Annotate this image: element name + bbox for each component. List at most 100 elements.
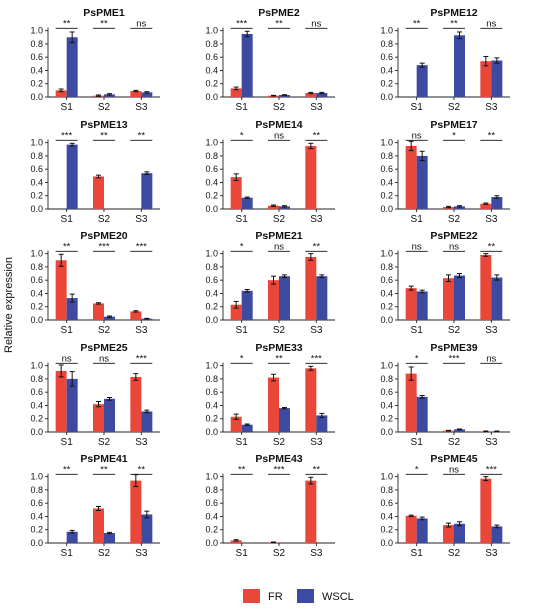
y-tick-label: 1.0 xyxy=(30,138,43,148)
y-tick-label: 0.2 xyxy=(205,525,218,535)
significance-label: ns xyxy=(412,130,422,141)
bar-fr xyxy=(130,311,142,320)
bar-fr xyxy=(405,288,417,320)
y-tick-label: 0.6 xyxy=(30,52,43,62)
panel-title: PsPME21 xyxy=(255,230,302,242)
bar-wscl xyxy=(416,518,428,543)
panel-pspme25: PsPME25 0.0 0.2 0.4 0.6 0.8 1.0 S1 ns S2 ns S3 *** xyxy=(30,342,160,448)
significance-label: * xyxy=(240,241,244,252)
bar-wscl xyxy=(316,93,328,97)
y-tick-label: 0.6 xyxy=(205,164,218,174)
panel-pspme2: PsPME2 0.0 0.2 0.4 0.6 0.8 1.0 S1 *** S2 ** S3 ns xyxy=(205,7,335,113)
bar-fr xyxy=(93,303,104,320)
significance-label: ns xyxy=(449,464,459,475)
bar-wscl xyxy=(416,65,428,97)
bar-fr xyxy=(443,278,454,320)
y-tick-label: 0.4 xyxy=(205,288,218,298)
y-tick-label: 0.0 xyxy=(30,204,43,214)
significance-label: *** xyxy=(61,130,72,141)
significance-label: *** xyxy=(273,464,284,475)
bar-wscl xyxy=(279,408,290,432)
y-tick-label: 0.6 xyxy=(380,498,393,508)
bar-fr xyxy=(230,177,242,209)
bar-fr xyxy=(305,368,317,432)
bar-wscl xyxy=(316,415,328,432)
y-tick-label: 0.8 xyxy=(205,151,218,161)
x-tick-label: S1 xyxy=(236,548,249,559)
panel-pspme14: PsPME14 0.0 0.2 0.4 0.6 0.8 1.0 S1 * S2 ns S3 ** xyxy=(205,119,335,225)
bar-fr xyxy=(230,304,242,320)
bar-fr xyxy=(93,508,104,543)
significance-label: ns xyxy=(486,18,496,29)
significance-label: * xyxy=(415,464,419,475)
y-tick-label: 0.4 xyxy=(380,400,393,410)
panel-title: PsPME25 xyxy=(80,342,127,354)
x-tick-label: S1 xyxy=(236,437,249,448)
bar-wscl xyxy=(416,396,428,432)
panel-pspme20: PsPME20 0.0 0.2 0.4 0.6 0.8 1.0 S1 ** S2 *** S3 *** xyxy=(30,230,160,336)
y-tick-label: 0.0 xyxy=(205,427,218,437)
y-tick-label: 0.2 xyxy=(380,191,393,201)
significance-label: ** xyxy=(313,464,321,475)
y-tick-label: 1.0 xyxy=(380,472,393,482)
bar-wscl xyxy=(416,155,428,209)
bar-wscl xyxy=(66,378,78,432)
panel-pspme41: PsPME41 0.0 0.2 0.4 0.6 0.8 1.0 S1 ** S2 ** S3 ** xyxy=(30,453,160,559)
y-tick-label: 0.6 xyxy=(380,275,393,285)
x-tick-label: S3 xyxy=(135,437,148,448)
x-tick-label: S1 xyxy=(236,214,249,225)
panel-title: PsPME39 xyxy=(430,342,477,354)
bar-fr xyxy=(480,61,492,97)
bar-fr xyxy=(93,176,104,209)
y-tick-label: 0.4 xyxy=(380,511,393,521)
bar-wscl xyxy=(454,523,465,543)
x-tick-label: S1 xyxy=(61,102,74,113)
bar-fr xyxy=(405,515,417,543)
y-tick-label: 0.2 xyxy=(205,414,218,424)
x-tick-label: S2 xyxy=(98,325,111,336)
y-tick-label: 0.2 xyxy=(380,79,393,89)
bar-wscl xyxy=(491,526,503,543)
bar-wscl xyxy=(279,276,290,320)
y-tick-label: 0.0 xyxy=(380,427,393,437)
significance-label: *** xyxy=(486,464,497,475)
x-tick-label: S1 xyxy=(61,548,74,559)
y-tick-label: 0.4 xyxy=(205,65,218,75)
legend-label-wscl: WSCL xyxy=(322,591,354,603)
significance-label: ** xyxy=(238,464,246,475)
y-tick-label: 0.2 xyxy=(205,79,218,89)
significance-label: ns xyxy=(274,130,284,141)
significance-label: ** xyxy=(100,464,108,475)
bar-fr xyxy=(405,373,417,432)
panel-title: PsPME33 xyxy=(255,342,302,354)
panel-pspme1: PsPME1 0.0 0.2 0.4 0.6 0.8 1.0 S1 ** S2 ** S3 ns xyxy=(30,7,160,113)
bar-fr xyxy=(93,404,104,432)
y-tick-label: 0.0 xyxy=(380,315,393,325)
y-tick-label: 1.0 xyxy=(205,26,218,36)
panel-pspme43: PsPME43 0.0 0.2 0.4 0.6 0.8 1.0 S1 ** S2 *** S3 ** xyxy=(205,453,335,559)
bar-wscl xyxy=(66,531,78,543)
y-tick-label: 0.8 xyxy=(380,374,393,384)
y-tick-label: 0.6 xyxy=(205,498,218,508)
significance-label: ** xyxy=(63,241,71,252)
panel-pspme33: PsPME33 0.0 0.2 0.4 0.6 0.8 1.0 S1 * S2 ** S3 *** xyxy=(205,342,335,448)
bar-fr xyxy=(230,416,242,432)
y-tick-label: 0.8 xyxy=(205,262,218,272)
y-tick-label: 0.6 xyxy=(30,275,43,285)
bar-wscl xyxy=(491,60,503,97)
x-tick-label: S1 xyxy=(61,214,74,225)
x-tick-label: S1 xyxy=(411,214,424,225)
panel-title: PsPME43 xyxy=(255,453,302,465)
x-tick-label: S2 xyxy=(98,437,111,448)
y-tick-label: 0.6 xyxy=(30,164,43,174)
significance-label: ns xyxy=(486,353,496,364)
bar-fr xyxy=(130,480,142,543)
y-tick-label: 0.2 xyxy=(30,414,43,424)
bar-fr xyxy=(480,203,492,209)
panel-title: PsPME2 xyxy=(258,7,300,19)
y-tick-label: 1.0 xyxy=(30,26,43,36)
bar-fr xyxy=(305,256,317,320)
y-tick-label: 0.0 xyxy=(30,315,43,325)
bar-fr xyxy=(480,478,492,543)
bar-wscl xyxy=(241,33,253,97)
